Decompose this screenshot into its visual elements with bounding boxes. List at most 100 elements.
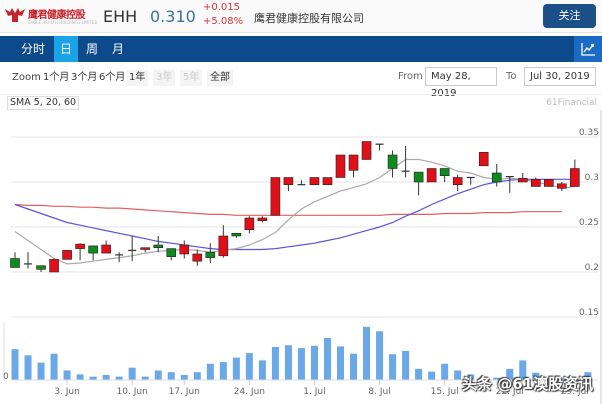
volume-bar bbox=[323, 338, 331, 380]
price-axis-label: 0.25 bbox=[579, 218, 599, 228]
volume-bar bbox=[89, 376, 97, 380]
candle[interactable] bbox=[557, 182, 567, 191]
candle[interactable] bbox=[505, 176, 514, 193]
candle[interactable] bbox=[153, 236, 164, 253]
volume-bar bbox=[115, 376, 123, 380]
candle[interactable] bbox=[439, 168, 450, 183]
candle[interactable] bbox=[205, 243, 216, 263]
candle[interactable] bbox=[466, 176, 475, 185]
candle[interactable] bbox=[322, 177, 333, 185]
tab-daily[interactable]: 日 bbox=[54, 36, 78, 62]
stock-header: 鹰君健康控股 EAGLE HEALTH HOLDINGS LIMITED EHH… bbox=[0, 0, 602, 33]
volume-bar bbox=[50, 353, 58, 380]
tab-intraday[interactable]: 分时 bbox=[20, 42, 45, 56]
volume-bar bbox=[219, 362, 227, 380]
volume-bar bbox=[415, 368, 423, 380]
zoom-5y-button[interactable]: 5年 bbox=[180, 70, 203, 86]
chart-type-toggle[interactable] bbox=[574, 36, 602, 62]
candle[interactable] bbox=[387, 150, 398, 178]
volume-bar bbox=[571, 378, 579, 380]
candle[interactable] bbox=[530, 177, 541, 187]
candle[interactable] bbox=[62, 250, 72, 260]
company-logo: 鹰君健康控股 EAGLE HEALTH HOLDINGS LIMITED bbox=[2, 3, 98, 29]
candle[interactable] bbox=[452, 174, 463, 191]
candle[interactable] bbox=[375, 143, 384, 151]
volume-bar bbox=[154, 370, 162, 380]
candle[interactable] bbox=[283, 177, 294, 192]
candle[interactable] bbox=[309, 177, 320, 185]
candle[interactable] bbox=[179, 240, 190, 259]
zoom-1y-button[interactable]: 1年 bbox=[126, 70, 149, 86]
to-date-input[interactable]: Jul 30, 2019 bbox=[524, 67, 596, 86]
volume-bar bbox=[558, 378, 566, 380]
zoom-label: Zoom bbox=[12, 72, 41, 83]
volume-bar bbox=[545, 378, 553, 380]
tab-weekly[interactable]: 周 bbox=[85, 42, 98, 56]
candle[interactable] bbox=[297, 180, 306, 186]
candle[interactable] bbox=[335, 154, 346, 178]
candle[interactable] bbox=[36, 265, 46, 272]
volume-bar bbox=[297, 348, 305, 380]
price-axis-label: 0.2 bbox=[585, 263, 599, 273]
x-axis-label: 3. Jun bbox=[54, 387, 80, 397]
candle[interactable] bbox=[49, 258, 59, 273]
candle[interactable] bbox=[140, 247, 150, 253]
candle[interactable] bbox=[10, 252, 20, 268]
volume-bar bbox=[519, 360, 527, 380]
candle[interactable] bbox=[128, 236, 137, 262]
toolbar-divider bbox=[0, 94, 602, 95]
candle[interactable] bbox=[348, 154, 359, 178]
zoom-3m-button[interactable]: 3个月 bbox=[71, 72, 98, 83]
candle[interactable] bbox=[570, 159, 580, 187]
from-date-input[interactable]: May 28, 2019 bbox=[425, 67, 497, 99]
candle[interactable] bbox=[544, 179, 554, 187]
volume-bar bbox=[363, 326, 371, 380]
candle[interactable] bbox=[517, 173, 528, 183]
candle[interactable] bbox=[270, 177, 281, 216]
volume-bar bbox=[180, 374, 188, 380]
logo-subtext: EAGLE HEALTH HOLDINGS LIMITED bbox=[28, 20, 98, 25]
volume-bar bbox=[493, 377, 501, 380]
volume-bar bbox=[350, 353, 358, 380]
tab-monthly[interactable]: 月 bbox=[111, 42, 124, 56]
x-axis-label: 17. Jun bbox=[169, 387, 200, 397]
zoom-6m-button[interactable]: 6个月 bbox=[99, 72, 126, 83]
volume-bar bbox=[532, 372, 540, 380]
volume-bar bbox=[245, 353, 253, 380]
candle[interactable] bbox=[491, 164, 502, 187]
candle[interactable] bbox=[361, 141, 372, 160]
zoom-3y-button[interactable]: 3年 bbox=[153, 70, 176, 86]
volume-bar bbox=[102, 374, 110, 380]
volume-bar bbox=[506, 368, 514, 380]
candle[interactable] bbox=[166, 248, 177, 261]
candle[interactable] bbox=[192, 249, 203, 266]
candle[interactable] bbox=[413, 171, 424, 196]
volume-axis-label: 0 bbox=[3, 372, 9, 382]
candle[interactable] bbox=[244, 216, 255, 234]
follow-button[interactable]: 关注 bbox=[543, 4, 596, 28]
candle[interactable] bbox=[24, 252, 33, 269]
zoom-all-button[interactable]: 全部 bbox=[207, 70, 233, 86]
candle[interactable] bbox=[88, 245, 98, 261]
candle[interactable] bbox=[75, 243, 85, 261]
candle[interactable] bbox=[101, 240, 111, 254]
candle[interactable] bbox=[426, 168, 437, 183]
change-percent: +5.08% bbox=[203, 16, 244, 27]
last-price: 0.310 bbox=[150, 7, 196, 26]
volume-bar bbox=[63, 370, 71, 380]
candle[interactable] bbox=[218, 225, 229, 258]
zoom-1m-button[interactable]: 1个月 bbox=[43, 72, 70, 83]
zoom-toolbar: Zoom 1个月 3个月 6个月 1年 3年 5年 全部 From May 28… bbox=[0, 66, 602, 99]
x-axis-label: 15. Jul bbox=[431, 387, 459, 397]
x-axis-label: 24. Jun bbox=[234, 387, 265, 397]
volume-bar bbox=[271, 346, 279, 380]
candle[interactable] bbox=[478, 152, 489, 167]
candle[interactable] bbox=[257, 216, 268, 223]
candle[interactable] bbox=[231, 233, 242, 238]
sma20-line bbox=[14, 178, 575, 251]
candle[interactable] bbox=[401, 146, 410, 178]
sma5-line bbox=[14, 158, 575, 265]
candle[interactable] bbox=[115, 252, 124, 263]
volume-bar bbox=[389, 354, 397, 380]
